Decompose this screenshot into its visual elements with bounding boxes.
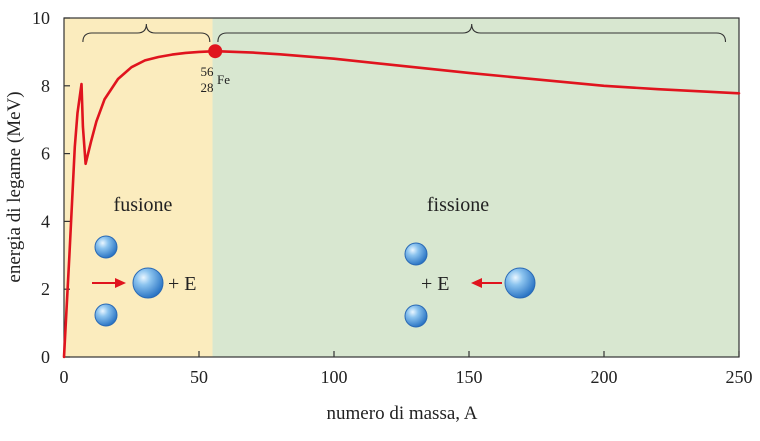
fission-fragment-top bbox=[404, 242, 428, 266]
binding-energy-curve bbox=[62, 49, 741, 359]
y-tick-label-4: 4 bbox=[41, 211, 50, 231]
brace-fission bbox=[217, 23, 727, 43]
fusion-diagram: + E bbox=[92, 235, 197, 327]
large-nucleus-fusion bbox=[132, 267, 164, 299]
iron-56-label: 56 28 Fe bbox=[201, 64, 231, 95]
large-nucleus-fission bbox=[504, 267, 536, 299]
plot-frame bbox=[63, 17, 740, 358]
iron-mass-number: 56 bbox=[201, 64, 215, 79]
axes bbox=[63, 17, 740, 358]
fission-arrow-head-icon bbox=[471, 278, 482, 288]
y-tick-label-10: 10 bbox=[32, 8, 50, 28]
x-tick-label-100: 100 bbox=[321, 367, 348, 387]
iron-atomic-number: 28 bbox=[201, 80, 214, 95]
iron-symbol: Fe bbox=[217, 72, 230, 87]
fusion-energy-label: + E bbox=[168, 273, 197, 295]
region-backgrounds bbox=[64, 18, 739, 357]
y-tick-label-6: 6 bbox=[41, 144, 50, 164]
tick-labels: 0 50 100 150 200 250 0 2 4 6 8 10 bbox=[32, 8, 753, 387]
y-tick-label-2: 2 bbox=[41, 279, 50, 299]
fission-label: fissione bbox=[427, 194, 489, 216]
region-fusion bbox=[64, 18, 213, 357]
fission-energy-label: + E bbox=[421, 273, 450, 295]
brace-fusion bbox=[82, 23, 211, 43]
y-axis-title: energia di legame (MeV) bbox=[4, 91, 25, 282]
y-tick-label-8: 8 bbox=[41, 76, 50, 96]
fission-diagram: + E bbox=[404, 242, 536, 328]
x-tick-label-0: 0 bbox=[60, 367, 69, 387]
x-tick-label-200: 200 bbox=[591, 367, 618, 387]
x-tick-label-150: 150 bbox=[456, 367, 483, 387]
iron-56-point bbox=[208, 44, 223, 59]
small-nucleus-top bbox=[94, 235, 118, 259]
fusion-arrow-head-icon bbox=[115, 278, 126, 288]
region-braces bbox=[82, 23, 727, 43]
fusion-label: fusione bbox=[114, 194, 173, 216]
region-fission bbox=[212, 18, 739, 357]
small-nucleus-bottom bbox=[94, 303, 118, 327]
y-tick-label-0: 0 bbox=[41, 347, 50, 367]
fission-fragment-bottom bbox=[404, 304, 428, 328]
x-tick-label-250: 250 bbox=[726, 367, 753, 387]
x-tick-label-50: 50 bbox=[190, 367, 208, 387]
x-axis-title: numero di massa, A bbox=[327, 403, 478, 424]
